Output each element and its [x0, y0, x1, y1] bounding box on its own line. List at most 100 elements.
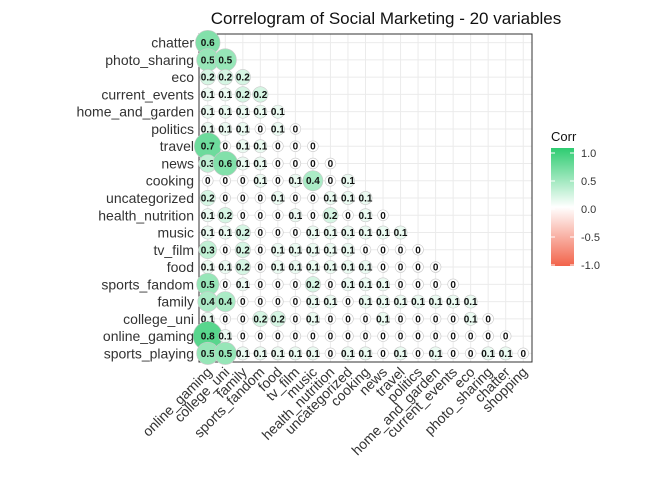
corr-circle: [482, 313, 494, 325]
corr-cell: 0: [342, 295, 354, 308]
corr-value-label: 0.1: [446, 297, 460, 308]
y-tick-label: tv_film: [154, 242, 194, 258]
corr-circle: [324, 175, 337, 187]
corr-value-label: 0.2: [323, 211, 337, 222]
corr-circle: [202, 175, 214, 187]
corr-cell: 0.1: [394, 225, 408, 240]
corr-cell: 0: [289, 330, 302, 343]
corr-value-label: 0: [310, 194, 316, 205]
corr-cell: 0.1: [218, 122, 233, 136]
corr-value-label: 0: [328, 349, 334, 360]
corr-cell: 0.2: [234, 69, 251, 86]
corr-value-label: 0: [433, 280, 439, 291]
corr-circle: [341, 242, 355, 257]
y-tick-label: photo_sharing: [105, 52, 194, 68]
corr-cell: 0: [429, 278, 442, 291]
corr-value-label: 0.1: [253, 107, 267, 118]
corr-value-label: 0.1: [376, 228, 390, 239]
corr-circle: [412, 261, 424, 273]
corr-value-label: 0.1: [218, 107, 232, 118]
corr-circle: [218, 260, 233, 274]
corr-cell: 0: [254, 244, 267, 256]
corr-value-label: 0: [328, 176, 334, 187]
corr-cell: 0.1: [306, 346, 320, 361]
corr-cell: 0: [412, 261, 424, 274]
corr-value-label: 0.1: [341, 176, 355, 187]
corr-value-label: 0.1: [341, 228, 355, 239]
corr-cell: 0.2: [234, 224, 251, 241]
corr-value-label: 0.1: [218, 332, 232, 343]
corr-value-label: 0.1: [411, 297, 425, 308]
corr-circle: [271, 242, 285, 257]
corr-circle: [482, 330, 494, 342]
corr-circle: [271, 104, 285, 119]
corr-cell: 0.6: [212, 150, 238, 177]
panel-border: [198, 33, 533, 363]
corr-cell: 0.1: [201, 87, 215, 102]
y-tick-label: uncategorized: [106, 190, 194, 206]
y-tick-label: health_nutrition: [98, 207, 194, 223]
corr-value-label: 0.1: [218, 263, 232, 274]
corr-cell: 0: [307, 330, 319, 343]
corr-cell: 0: [254, 209, 267, 222]
corr-circle: [307, 157, 319, 170]
corr-cell: 0.1: [236, 122, 250, 136]
corr-cell: 0: [482, 313, 494, 325]
corr-value-label: 0.1: [218, 228, 232, 239]
corr-cell: 0: [429, 313, 442, 325]
corr-value-label: 0: [433, 332, 439, 343]
corr-value-label: 0: [380, 211, 386, 222]
corr-value-label: 0.1: [376, 314, 390, 325]
corr-circle: [358, 260, 373, 274]
corr-circle: [288, 260, 303, 274]
corr-value-label: 0: [258, 297, 264, 308]
corr-value-label: 0.2: [236, 263, 250, 274]
corr-cell: 0: [517, 347, 529, 360]
corr-circle: [376, 277, 390, 292]
corr-circle: [254, 261, 267, 273]
corr-cell: 0.2: [252, 310, 269, 327]
corr-value-label: 0.1: [323, 228, 337, 239]
corr-circle: [289, 226, 302, 239]
corr-cell: 0: [464, 347, 477, 360]
corr-value-label: 0.1: [288, 263, 302, 274]
corr-cell: 0.5: [213, 341, 237, 365]
corr-value-label: 0: [223, 245, 229, 256]
corr-circle: [358, 191, 373, 205]
corr-cell: 0.1: [341, 173, 355, 188]
corr-value-label: 0: [258, 245, 264, 256]
corr-value-label: 0.2: [271, 314, 285, 325]
corr-cell: 0.1: [359, 225, 373, 240]
corr-cell: 0.1: [359, 346, 373, 361]
corr-value-label: 0: [258, 332, 264, 343]
corr-cell: 0.1: [446, 294, 461, 309]
corr-value-label: 0.2: [236, 228, 250, 239]
corr-value-label: 0: [240, 176, 246, 187]
corr-circle: [306, 242, 320, 257]
y-tick-label: politics: [151, 121, 194, 137]
corr-circle: [412, 347, 424, 360]
corr-value-label: 0.1: [288, 349, 302, 360]
corr-circle: [272, 295, 284, 308]
corr-cell: 0.1: [218, 329, 233, 343]
corr-cell: 0: [254, 278, 267, 291]
corr-cell: 0: [447, 330, 459, 343]
corr-value-label: 0: [328, 280, 334, 291]
corr-value-label: 0: [293, 297, 299, 308]
corr-circle: [307, 209, 319, 221]
corr-circle: [288, 346, 303, 361]
corr-circle: [307, 192, 319, 204]
corr-circle: [272, 209, 284, 221]
corr-value-label: 0: [240, 211, 246, 222]
corr-circle: [359, 244, 372, 256]
corr-circle: [464, 347, 477, 360]
corr-circle: [235, 104, 250, 119]
corr-cell: 0: [324, 313, 337, 325]
corr-value-label: 0: [433, 314, 439, 325]
corr-cell: 0.2: [304, 276, 321, 293]
corr-cell: 0.1: [218, 104, 233, 119]
corr-value-label: 0.1: [218, 90, 232, 101]
corr-value-label: 0: [275, 159, 281, 170]
corr-value-label: 0.1: [341, 194, 355, 205]
